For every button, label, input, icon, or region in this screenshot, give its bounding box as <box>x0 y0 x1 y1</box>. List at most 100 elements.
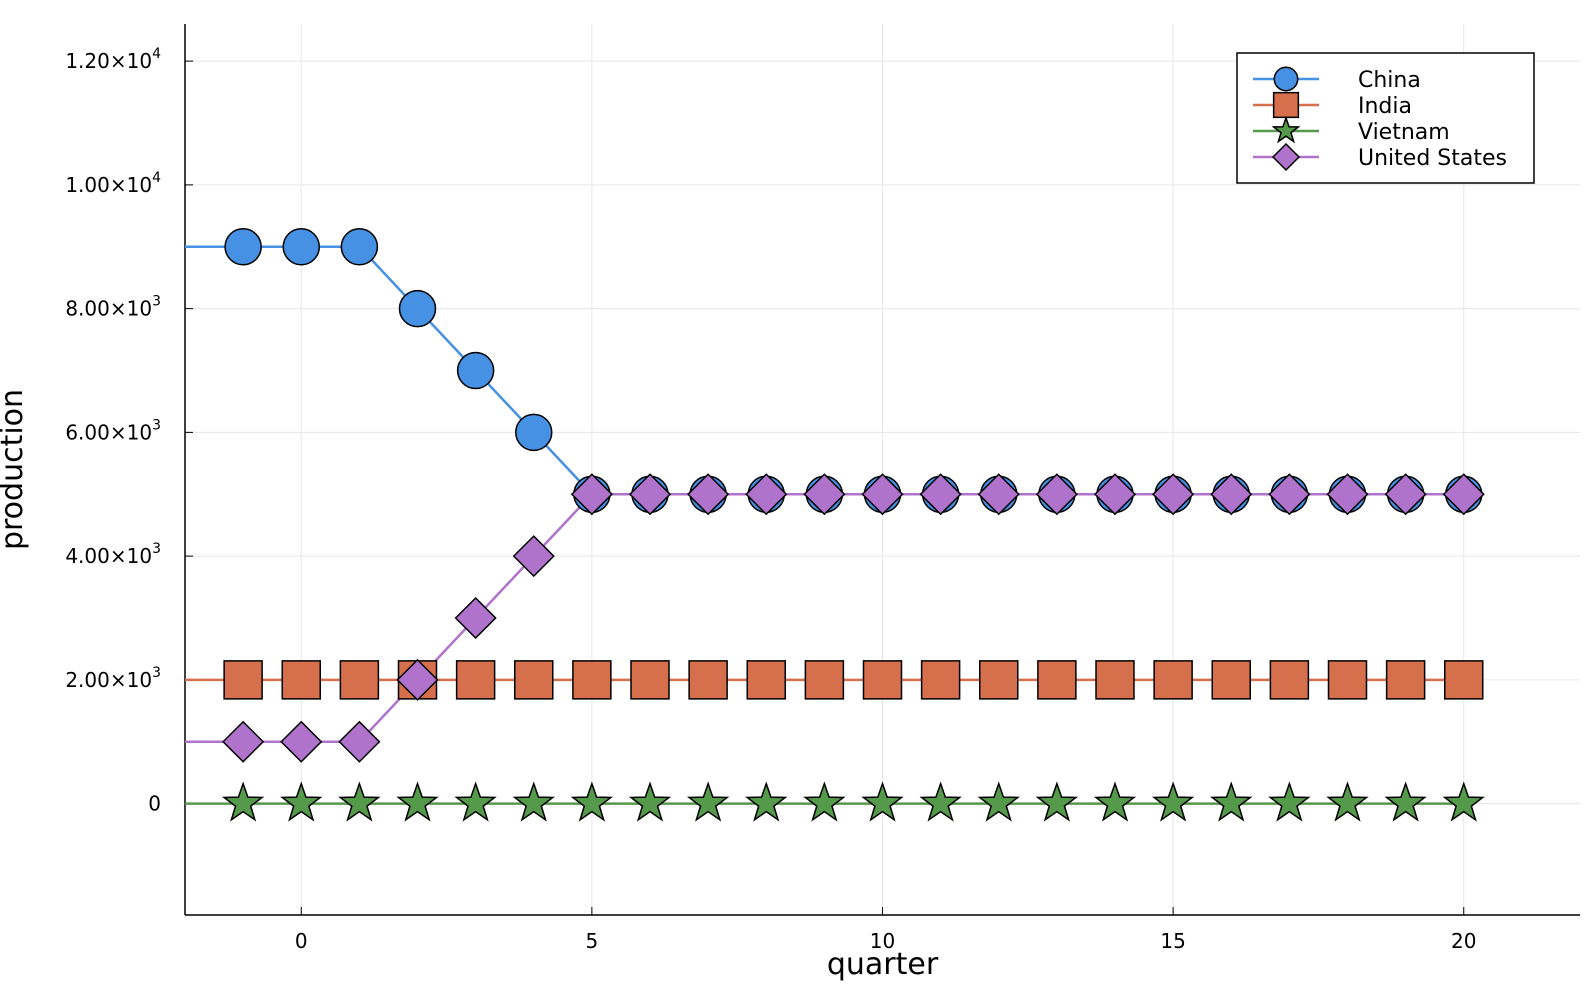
legend-item: United States <box>1253 142 1507 172</box>
diamond-marker <box>1271 142 1301 172</box>
circle-marker <box>340 228 379 266</box>
diamond-marker <box>338 720 381 763</box>
circle-marker <box>1273 66 1299 92</box>
square-marker <box>630 660 670 700</box>
y-tick-label: 2.00×103 <box>65 665 161 692</box>
square-marker <box>514 660 554 700</box>
square-marker <box>1269 660 1310 700</box>
circle-marker <box>456 351 495 390</box>
y-tick-label: 1.20×104 <box>65 46 161 73</box>
diamond-marker <box>919 473 962 516</box>
star-marker <box>1151 781 1195 822</box>
square-marker <box>339 660 380 700</box>
square-marker <box>1444 660 1484 700</box>
diamond-marker <box>977 473 1020 516</box>
square-marker <box>1153 660 1193 700</box>
square-marker <box>804 660 845 700</box>
diamond-marker <box>1326 473 1369 516</box>
diamond-marker <box>1035 473 1078 516</box>
series-line-china <box>185 245 1464 496</box>
star-marker <box>1093 781 1137 822</box>
square-marker <box>281 660 321 700</box>
series-line-united-states <box>185 493 1464 743</box>
square-marker <box>746 660 786 700</box>
series-markers-china <box>224 228 1483 513</box>
star-marker <box>686 781 730 822</box>
star-marker <box>221 781 265 822</box>
legend-item: India <box>1253 91 1412 119</box>
diamond-marker <box>280 720 323 763</box>
y-axis-title: production <box>0 389 30 550</box>
legend-item: Vietnam <box>1253 115 1450 145</box>
square-marker <box>979 660 1019 700</box>
y-tick-label: 1.00×104 <box>65 170 161 197</box>
diamond-marker <box>1210 473 1253 516</box>
diamond-marker <box>570 473 613 516</box>
star-marker <box>803 781 846 822</box>
star-marker <box>1326 781 1369 822</box>
square-marker <box>920 660 961 700</box>
y-tick-label: 4.00×103 <box>65 541 161 568</box>
square-marker <box>572 660 612 700</box>
square-marker <box>1037 660 1077 700</box>
star-marker <box>919 781 962 822</box>
square-marker <box>223 660 263 700</box>
y-tick-label: 6.00×103 <box>65 417 161 444</box>
x-tick-label: 5 <box>586 929 599 953</box>
square-marker <box>1272 91 1300 119</box>
circle-marker <box>515 413 553 452</box>
x-axis-title: quarter <box>827 947 939 982</box>
star-marker <box>396 781 439 822</box>
x-tick-label: 20 <box>1451 929 1476 953</box>
series-markers-united-states <box>222 473 1485 763</box>
diamond-marker <box>222 720 265 763</box>
star-marker <box>861 781 904 822</box>
square-marker <box>862 660 903 700</box>
diamond-marker <box>1384 473 1427 516</box>
legend-label: Vietnam <box>1358 120 1450 145</box>
diamond-marker <box>861 473 904 516</box>
star-marker <box>1271 115 1301 144</box>
square-marker <box>455 660 496 700</box>
tick-labels: 0 5 10 15 20 0 2.00×103 4.00×103 6.00×103 8.00×10… <box>65 46 1476 953</box>
legend-label: India <box>1358 94 1412 119</box>
diamond-marker <box>454 596 497 640</box>
series-markers-vietnam <box>221 781 1485 822</box>
legend-label: China <box>1358 68 1421 93</box>
square-marker <box>1095 660 1135 700</box>
series-layer <box>185 228 1485 822</box>
diamond-marker <box>687 473 730 516</box>
legend-label: United States <box>1358 146 1507 171</box>
star-marker <box>454 781 497 822</box>
x-tick-label: 0 <box>295 929 308 953</box>
diamond-marker <box>1268 473 1311 516</box>
diamond-marker <box>803 473 846 516</box>
star-marker <box>512 781 555 822</box>
diamond-marker <box>512 535 555 578</box>
diamond-marker <box>628 473 672 516</box>
star-marker <box>280 781 323 822</box>
x-tick-label: 15 <box>1160 929 1185 953</box>
star-marker <box>1442 781 1485 822</box>
star-marker <box>628 781 672 822</box>
star-marker <box>1035 781 1079 822</box>
star-marker <box>1210 781 1253 822</box>
diamond-marker <box>745 473 788 516</box>
square-marker <box>1327 660 1368 700</box>
diamond-marker <box>1442 473 1485 516</box>
star-marker <box>977 781 1020 822</box>
x-tick-label: 10 <box>870 929 895 953</box>
series-markers-india <box>223 660 1484 700</box>
square-marker <box>1385 660 1426 700</box>
legend-item: China <box>1253 66 1421 93</box>
diamond-marker <box>1093 473 1137 516</box>
star-marker <box>338 781 381 822</box>
star-marker <box>1384 781 1427 822</box>
square-marker <box>1211 660 1251 700</box>
star-marker <box>570 781 614 822</box>
y-tick-label: 0 <box>148 792 161 816</box>
circle-marker <box>398 289 437 328</box>
